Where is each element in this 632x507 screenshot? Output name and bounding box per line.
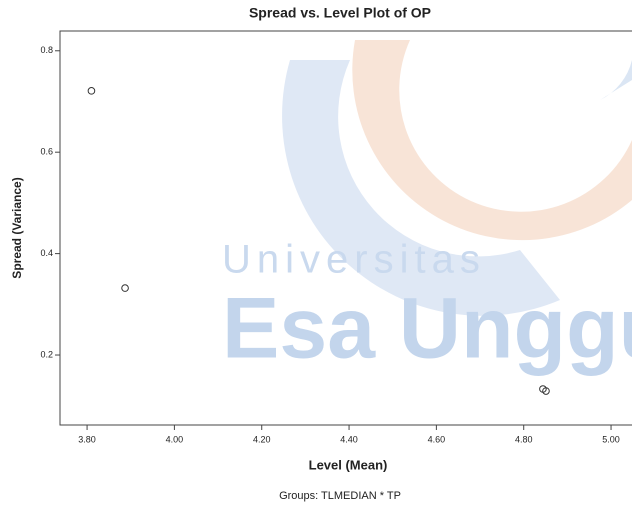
y-axis-label: Spread (Variance) [10, 177, 24, 278]
y-tick-label: 0.2 [40, 349, 53, 359]
y-tick-label: 0.4 [40, 248, 53, 258]
chart-title: Spread vs. Level Plot of OP [249, 5, 431, 21]
x-tick-label: 4.00 [166, 434, 184, 444]
x-tick-label: 5.00 [602, 434, 620, 444]
x-tick-label: 4.20 [253, 434, 271, 444]
y-tick-label: 0.6 [40, 147, 53, 157]
x-tick-label: 4.60 [428, 434, 446, 444]
watermark-shapes [282, 40, 632, 316]
watermark-text: Universitas [222, 238, 486, 282]
x-axis-label: Level (Mean) [309, 457, 388, 472]
footnote: Groups: TLMEDIAN * TP [279, 490, 401, 502]
x-tick-label: 3.80 [78, 434, 96, 444]
plot-frame [59, 30, 632, 426]
point [542, 387, 550, 395]
point [121, 284, 129, 292]
point [87, 87, 96, 95]
y-tick-label: 0.8 [40, 45, 53, 55]
watermark-text: Esa Unggul [222, 281, 632, 377]
x-tick-label: 4.80 [515, 434, 533, 444]
x-tick-label: 4.40 [340, 434, 358, 444]
